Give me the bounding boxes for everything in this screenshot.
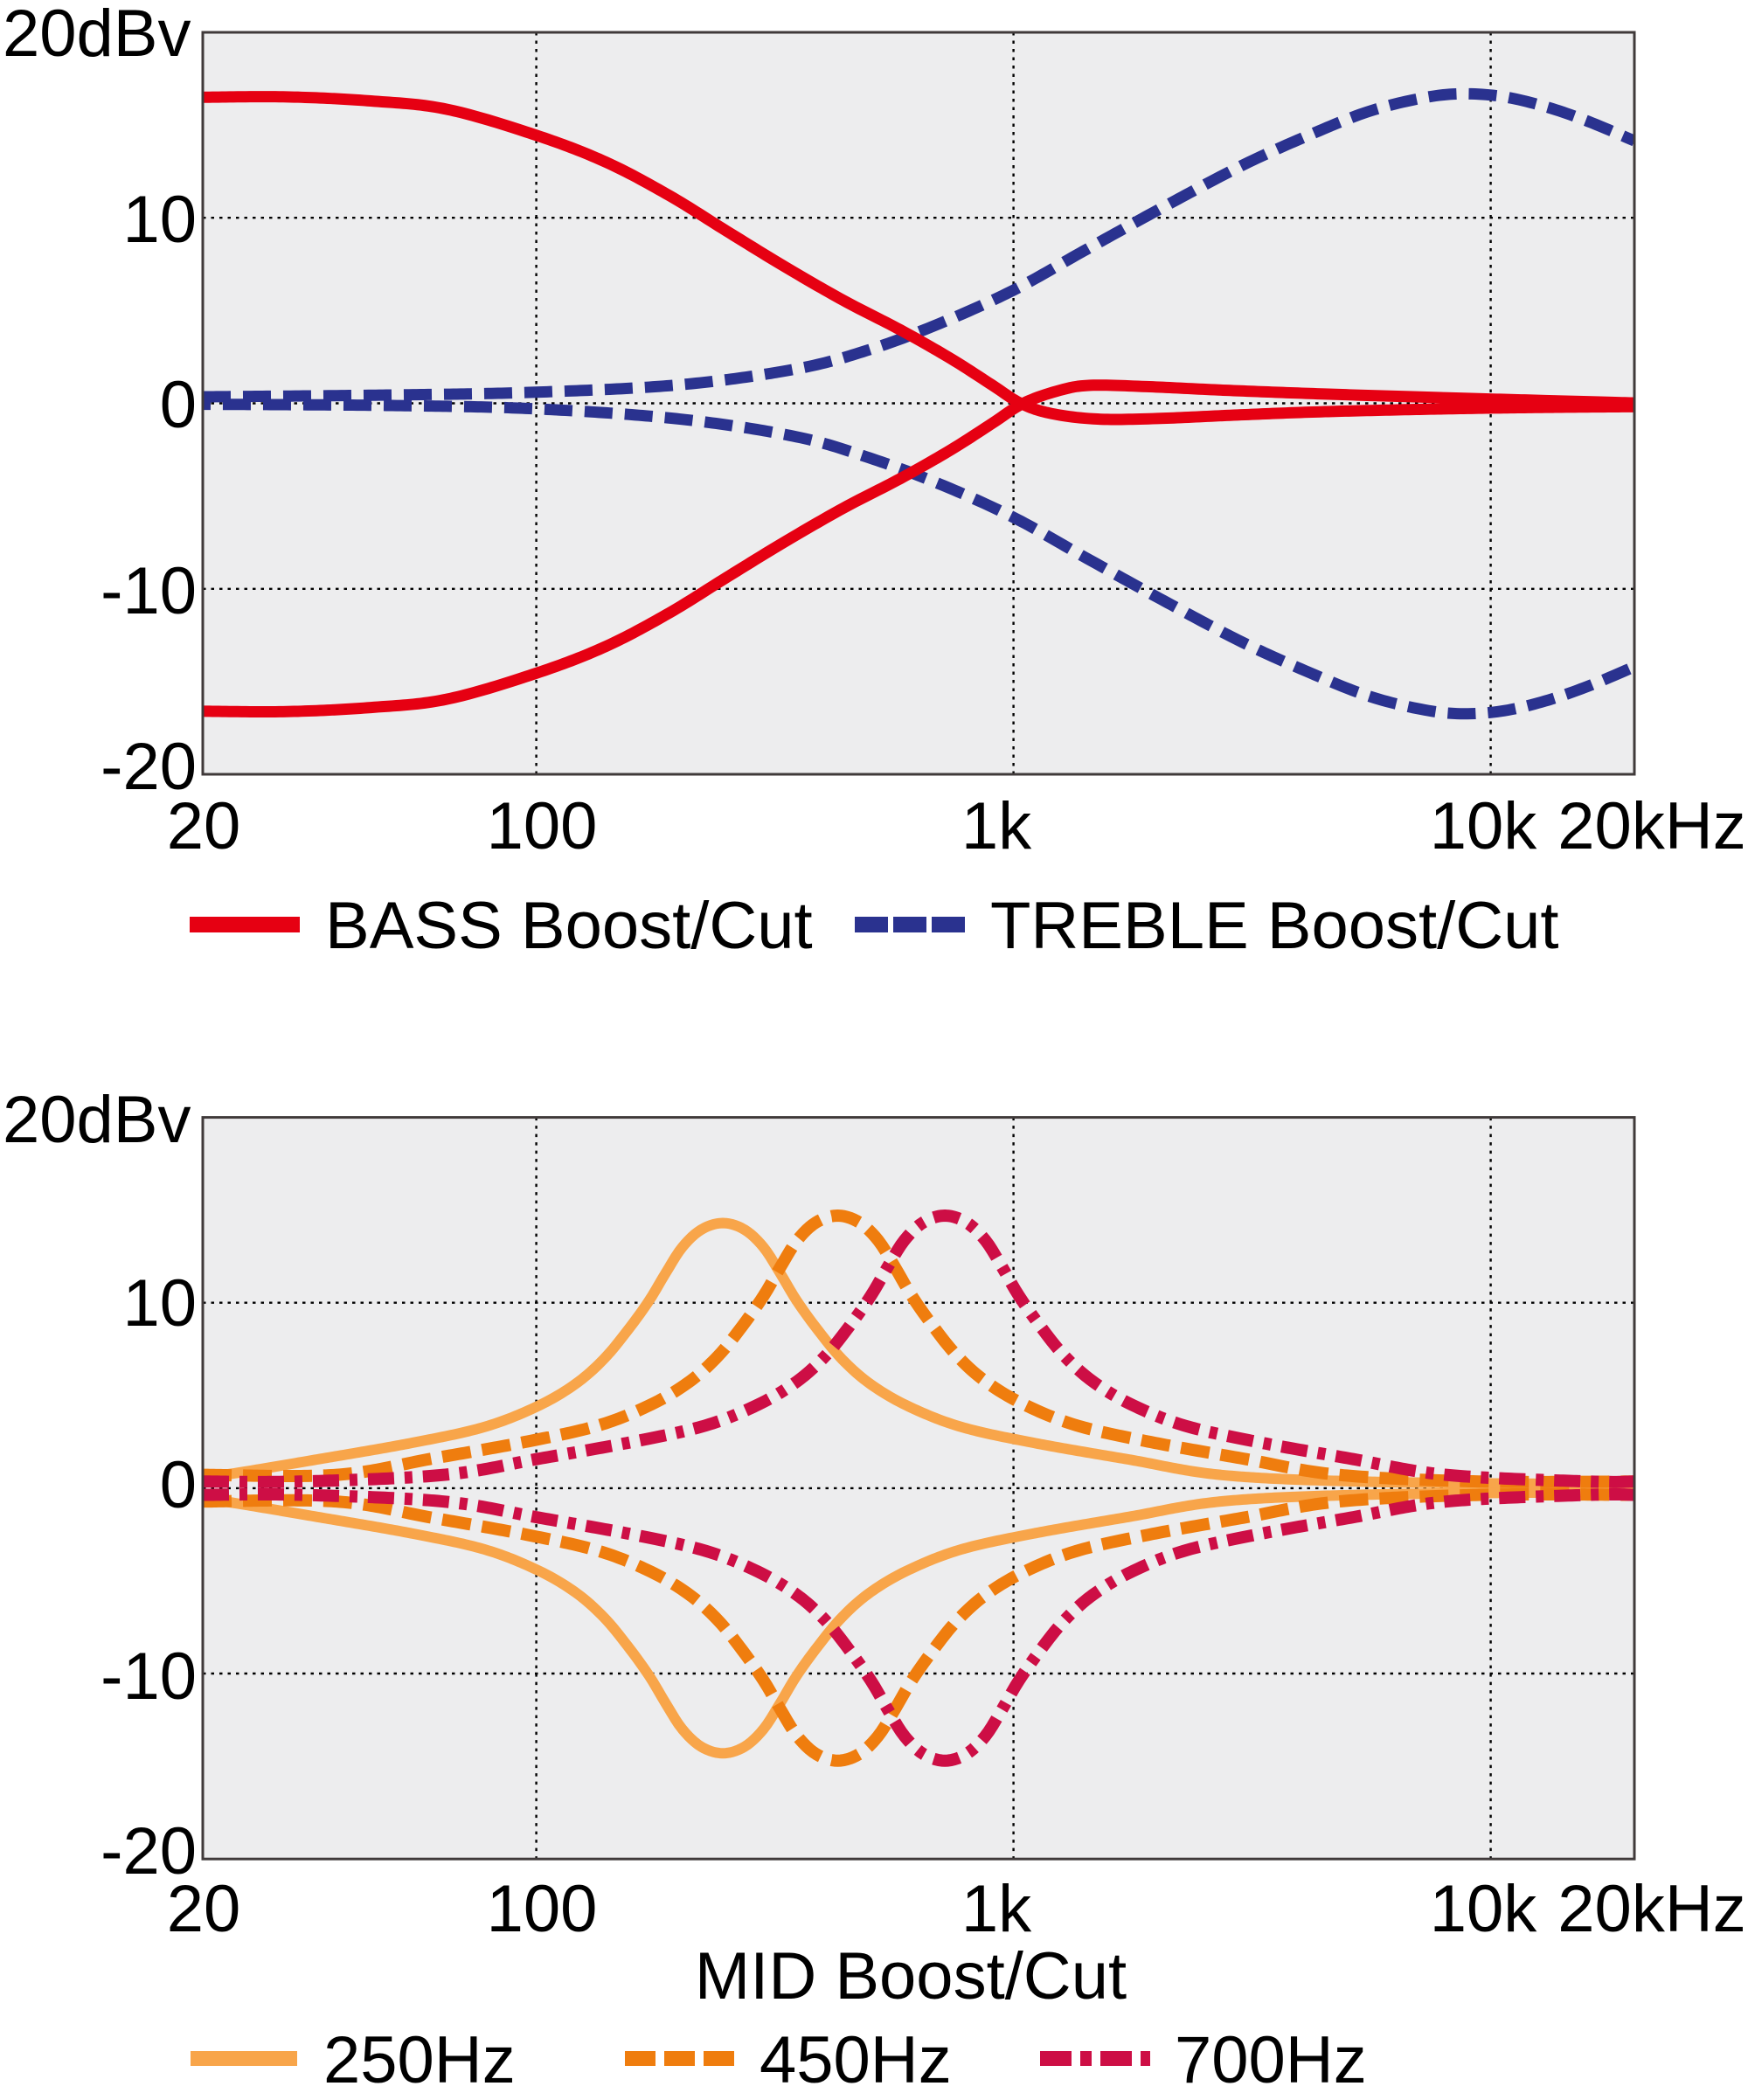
svg-text:20dBv: 20dBv xyxy=(3,1083,191,1157)
svg-text:MID Boost/Cut: MID Boost/Cut xyxy=(695,1939,1127,2013)
svg-text:10k: 10k xyxy=(1430,789,1538,863)
svg-text:10k: 10k xyxy=(1430,1872,1538,1946)
svg-text:20dBv: 20dBv xyxy=(3,0,191,71)
svg-text:BASS Boost/Cut: BASS Boost/Cut xyxy=(325,889,813,963)
svg-text:-10: -10 xyxy=(101,554,197,628)
svg-text:700Hz: 700Hz xyxy=(1175,2023,1367,2097)
svg-text:-20: -20 xyxy=(101,1814,197,1889)
svg-text:-10: -10 xyxy=(101,1639,197,1714)
svg-text:TREBLE Boost/Cut: TREBLE Boost/Cut xyxy=(990,889,1559,963)
svg-text:1k: 1k xyxy=(961,1872,1032,1946)
svg-text:450Hz: 450Hz xyxy=(760,2023,952,2097)
svg-text:10: 10 xyxy=(122,183,197,257)
svg-text:1k: 1k xyxy=(961,789,1032,863)
svg-text:0: 0 xyxy=(160,368,197,442)
svg-text:100: 100 xyxy=(487,789,598,863)
svg-text:0: 0 xyxy=(160,1448,197,1522)
svg-text:250Hz: 250Hz xyxy=(323,2023,516,2097)
svg-text:-20: -20 xyxy=(101,730,197,804)
svg-text:10: 10 xyxy=(122,1266,197,1341)
svg-text:20kHz: 20kHz xyxy=(1557,789,1745,863)
svg-text:20: 20 xyxy=(167,789,241,863)
svg-text:20: 20 xyxy=(167,1872,241,1946)
svg-text:20kHz: 20kHz xyxy=(1557,1872,1745,1946)
svg-text:100: 100 xyxy=(487,1872,598,1946)
